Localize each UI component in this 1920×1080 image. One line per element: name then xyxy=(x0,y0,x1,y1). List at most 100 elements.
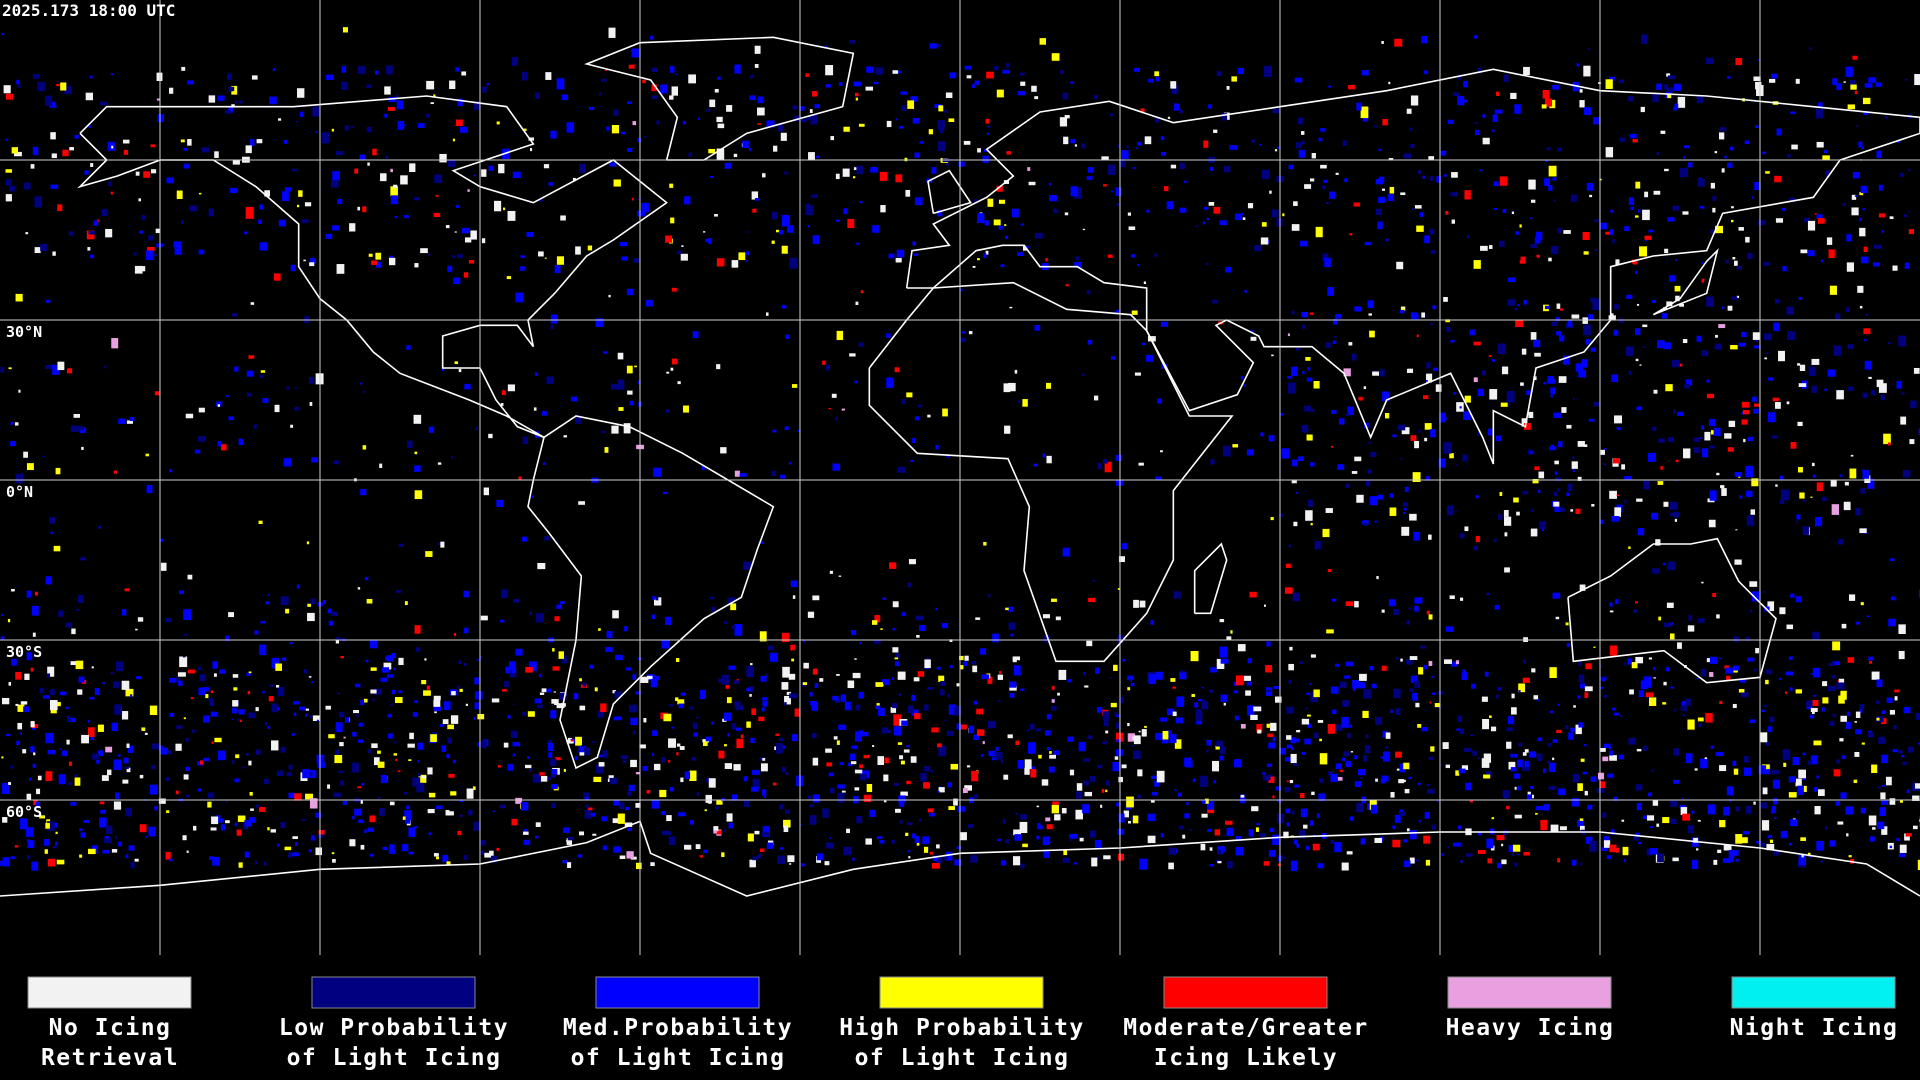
icing-speck xyxy=(2,816,8,823)
icing-speck xyxy=(604,447,609,453)
icing-speck xyxy=(992,756,998,761)
icing-speck xyxy=(1682,813,1690,821)
icing-speck xyxy=(1443,442,1452,454)
icing-speck xyxy=(908,856,911,859)
icing-speck xyxy=(201,798,204,801)
icing-speck xyxy=(1266,641,1271,647)
icing-speck xyxy=(1160,450,1163,453)
icing-speck xyxy=(357,206,361,211)
icing-speck xyxy=(1493,181,1499,187)
icing-speck xyxy=(839,762,844,765)
icing-speck xyxy=(1900,416,1907,425)
icing-speck xyxy=(473,821,480,831)
icing-speck xyxy=(181,66,186,71)
icing-speck xyxy=(825,364,831,371)
icing-speck xyxy=(1051,699,1055,703)
icing-speck xyxy=(1693,437,1700,442)
icing-speck xyxy=(1701,350,1709,356)
icing-speck xyxy=(1802,752,1806,756)
icing-speck xyxy=(1169,734,1177,744)
icing-speck xyxy=(315,131,318,133)
icing-speck xyxy=(704,809,707,812)
icing-speck xyxy=(1862,208,1866,211)
icing-speck xyxy=(388,733,393,739)
icing-speck xyxy=(1570,727,1576,732)
icing-speck xyxy=(1662,817,1670,824)
icing-speck xyxy=(1161,738,1169,744)
icing-speck xyxy=(1084,791,1093,797)
icing-speck xyxy=(1310,522,1313,526)
icing-speck xyxy=(1546,147,1551,150)
icing-speck xyxy=(668,836,676,845)
icing-speck xyxy=(831,393,837,398)
icing-speck xyxy=(1733,768,1739,775)
icing-speck xyxy=(1466,235,1470,239)
icing-speck xyxy=(884,757,889,764)
icing-speck xyxy=(1610,313,1614,318)
icing-speck xyxy=(637,210,645,217)
icing-speck xyxy=(1154,116,1160,123)
icing-speck xyxy=(1822,155,1830,161)
icing-speck xyxy=(1542,528,1545,532)
icing-speck xyxy=(899,755,904,760)
icing-speck xyxy=(1414,605,1419,612)
icing-speck xyxy=(503,742,509,748)
icing-speck xyxy=(1147,813,1156,822)
icing-speck xyxy=(126,743,130,748)
icing-speck xyxy=(892,601,899,608)
icing-speck xyxy=(1749,719,1756,723)
icing-speck xyxy=(1206,217,1210,221)
icing-speck xyxy=(66,715,70,718)
icing-speck xyxy=(446,861,451,866)
icing-speck xyxy=(1586,182,1594,191)
icing-speck xyxy=(1377,221,1383,230)
icing-speck xyxy=(1046,713,1051,720)
icing-speck xyxy=(780,474,786,479)
icing-speck xyxy=(1535,231,1543,241)
icing-speck xyxy=(550,710,557,719)
icing-speck xyxy=(579,752,585,756)
icing-speck xyxy=(1506,741,1512,749)
icing-speck xyxy=(1747,252,1753,260)
icing-speck xyxy=(47,666,55,677)
icing-speck xyxy=(635,772,640,775)
icing-speck xyxy=(1599,178,1602,181)
icing-speck xyxy=(121,609,127,616)
icing-speck xyxy=(423,690,431,696)
icing-speck xyxy=(1661,313,1668,319)
icing-speck xyxy=(1753,801,1756,805)
icing-speck xyxy=(1441,853,1445,856)
icing-speck xyxy=(225,800,228,803)
icing-speck xyxy=(995,746,999,751)
icing-speck xyxy=(523,839,531,845)
icing-speck xyxy=(1362,116,1369,122)
icing-speck xyxy=(317,762,325,768)
icing-speck xyxy=(1298,830,1305,839)
icing-speck xyxy=(1716,614,1720,619)
icing-speck xyxy=(166,810,170,813)
icing-speck xyxy=(374,70,379,75)
icing-speck xyxy=(404,815,411,824)
icing-speck xyxy=(1421,312,1426,318)
icing-speck xyxy=(1610,829,1615,835)
icing-speck xyxy=(1272,108,1280,114)
icing-speck xyxy=(963,140,971,145)
coastlines xyxy=(0,36,1920,897)
icing-speck xyxy=(1624,226,1630,232)
icing-speck xyxy=(1042,836,1050,846)
icing-speck xyxy=(1319,778,1324,784)
icing-speck xyxy=(1669,512,1675,516)
icing-speck xyxy=(113,759,122,770)
icing-speck xyxy=(1150,620,1155,625)
icing-speck xyxy=(985,250,989,255)
icing-speck xyxy=(1174,739,1182,749)
icing-speck xyxy=(812,757,819,766)
icing-speck xyxy=(1157,398,1162,404)
icing-speck xyxy=(1655,539,1661,546)
icing-speck xyxy=(1899,172,1904,177)
icing-speck xyxy=(1664,248,1669,254)
icing-speck xyxy=(973,199,977,204)
icing-speck xyxy=(1067,736,1074,742)
icing-speck xyxy=(1232,444,1239,448)
icing-speck xyxy=(612,690,616,694)
